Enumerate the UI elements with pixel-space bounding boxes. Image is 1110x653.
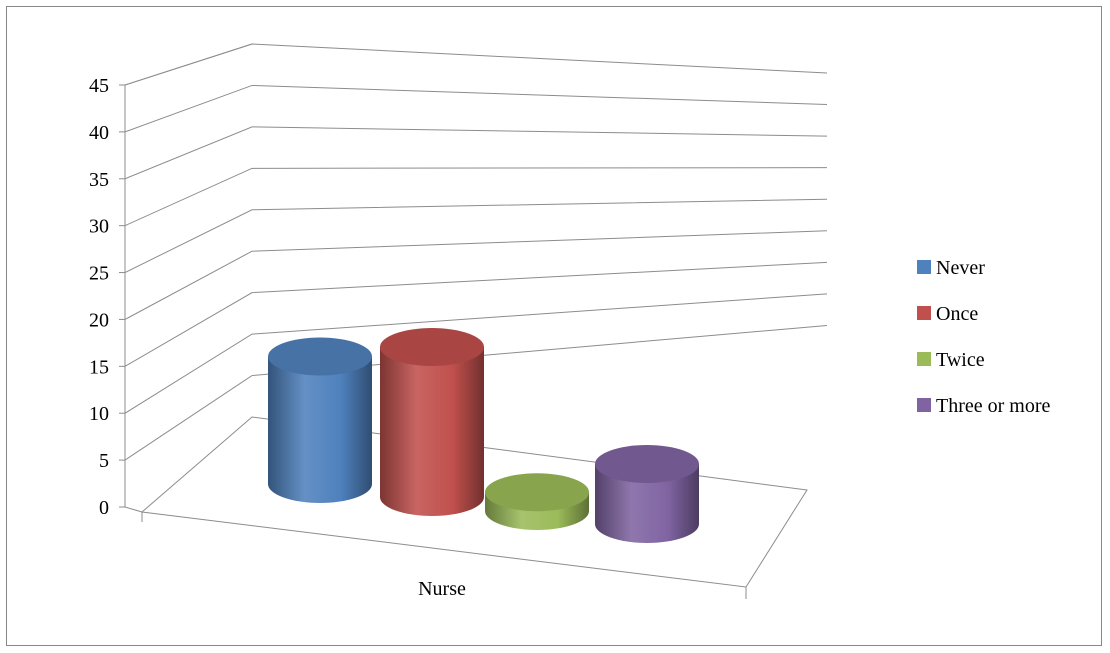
y-tick-label: 10 — [89, 403, 109, 425]
axes — [119, 84, 747, 599]
legend-swatch — [917, 306, 931, 320]
y-tick-label: 45 — [89, 75, 109, 97]
legend-item: Three or more — [917, 395, 1051, 417]
legend-label: Three or more — [936, 395, 1051, 417]
legend-label: Once — [936, 303, 978, 325]
gridline — [124, 43, 828, 86]
bar-three-or-more — [595, 445, 699, 543]
legend-swatch — [917, 260, 931, 274]
legend-label: Never — [936, 257, 985, 279]
y-tick-label: 40 — [89, 122, 109, 144]
gridlines — [124, 43, 828, 461]
x-category-labels: Nurse — [418, 578, 466, 600]
chart-frame: 0 5 10 15 20 25 30 35 40 45 Nurse Never Once Twice T… — [6, 6, 1102, 646]
y-tick-label: 0 — [99, 497, 109, 519]
bar-top — [595, 445, 699, 483]
legend-swatch — [917, 352, 931, 366]
y-tick-label: 35 — [89, 169, 109, 191]
chart-canvas: 0 5 10 15 20 25 30 35 40 45 Nurse Never Once Twice T… — [89, 43, 1051, 600]
legend-item: Never — [917, 257, 985, 279]
gridline — [124, 84, 828, 133]
y-tick-label: 30 — [89, 216, 109, 238]
gridline — [124, 126, 828, 180]
legend-label: Twice — [936, 349, 985, 371]
legend-swatch — [917, 398, 931, 412]
x-category-label: Nurse — [418, 578, 466, 600]
gridline — [124, 293, 828, 414]
legend-item: Twice — [917, 349, 985, 371]
y-tick-label: 20 — [89, 309, 109, 331]
bar-body — [268, 356, 372, 503]
legend: Never Once Twice Three or more — [917, 257, 1051, 417]
bar-body — [595, 464, 699, 543]
y-tick-label: 5 — [99, 450, 109, 472]
y-tick-labels: 0 5 10 15 20 25 30 35 40 45 — [89, 75, 109, 519]
gridline — [124, 167, 828, 227]
gridline — [124, 230, 828, 320]
bar-body — [380, 347, 484, 516]
gridline — [124, 198, 828, 274]
gridline — [124, 324, 828, 461]
bar-top — [380, 328, 484, 366]
bar-top — [268, 337, 372, 376]
bar-top — [485, 473, 589, 512]
legend-item: Once — [917, 303, 978, 325]
bars — [268, 328, 699, 543]
bar-never — [268, 337, 372, 503]
bar-twice — [485, 473, 589, 530]
bar-once — [380, 328, 484, 516]
gridline — [124, 261, 828, 367]
y-tick-label: 25 — [89, 263, 109, 285]
y-tick-label: 15 — [89, 356, 109, 378]
